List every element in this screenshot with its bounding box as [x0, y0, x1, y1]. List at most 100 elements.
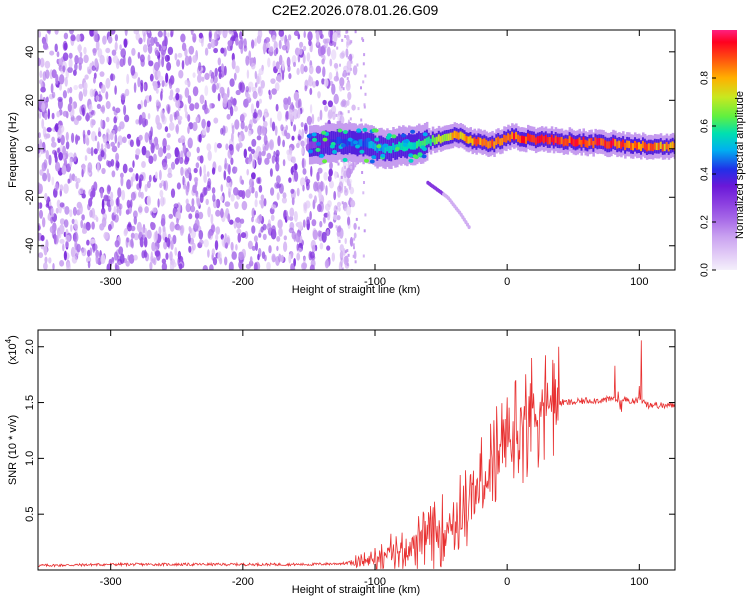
carrier-core	[477, 137, 480, 145]
heatmap-noise-cell	[59, 74, 65, 85]
heatmap-fringe-cell	[360, 118, 363, 122]
heatmap-noise-cell	[138, 204, 143, 215]
heatmap-noise-cell	[293, 30, 300, 36]
heatmap-noise-cell	[65, 240, 69, 248]
carrier-core	[636, 142, 639, 150]
heatmap-noise-cell	[238, 251, 245, 261]
heatmap-noise-cell	[126, 133, 132, 139]
heatmap-fringe-cell	[337, 162, 340, 166]
heatmap-noise-cell	[86, 147, 92, 154]
heatmap-fringe-cell	[350, 60, 353, 64]
carrier-blob	[337, 128, 343, 133]
heatmap-noise-cell	[169, 251, 173, 261]
heatmap-noise-cell	[59, 83, 62, 91]
carrier-core	[552, 137, 556, 145]
heatmap-noise-cell	[73, 234, 77, 242]
carrier-blob	[410, 129, 416, 134]
heatmap-noise-cell	[51, 91, 56, 99]
carrier-blob	[380, 153, 386, 158]
heatmap-noise-cell	[120, 175, 124, 187]
heatmap-noise-cell	[174, 247, 178, 256]
heatmap-noise-cell	[212, 75, 218, 84]
heatmap-noise-cell	[328, 72, 333, 80]
heatmap-noise-cell	[110, 30, 116, 35]
carrier-core	[608, 141, 611, 149]
carrier-core	[588, 138, 591, 146]
heatmap-noise-cell	[301, 147, 304, 155]
heatmap-noise-cell	[69, 209, 73, 218]
carrier-core	[511, 131, 514, 139]
heatmap-noise-cell	[119, 253, 125, 264]
heatmap-noise-cell	[41, 162, 47, 172]
heatmap-noise-cell	[233, 105, 238, 112]
heatmap-noise-cell	[235, 37, 239, 46]
heatmap-noise-cell	[114, 240, 120, 248]
heatmap-noise-cell	[258, 151, 262, 159]
carrier-core	[592, 140, 595, 149]
heatmap-noise-cell	[114, 133, 118, 144]
carrier-core	[439, 136, 443, 144]
heatmap-noise-cell	[170, 31, 174, 38]
heatmap-noise-cell	[139, 236, 144, 248]
carrier-blob	[402, 142, 408, 147]
heatmap-noise-cell	[123, 38, 128, 48]
heatmap-noise-cell	[260, 80, 265, 89]
heatmap-noise-cell	[166, 144, 171, 151]
carrier-core	[665, 142, 669, 150]
heatmap-noise-cell	[339, 77, 345, 87]
carrier-core	[663, 143, 667, 152]
y-tick-label: 1.0	[24, 451, 36, 466]
heatmap-noise-cell	[203, 239, 209, 248]
heatmap-noise-cell	[198, 230, 204, 240]
x-tick-label: -100	[364, 576, 386, 588]
heatmap-noise-cell	[91, 110, 96, 116]
heatmap-noise-cell	[294, 170, 299, 182]
carrier-core	[562, 139, 566, 147]
heatmap-noise-cell	[199, 94, 205, 105]
heatmap-noise-cell	[201, 76, 205, 82]
carrier-core	[507, 133, 510, 141]
heatmap-noise-cell	[65, 131, 69, 142]
heatmap-fringe-cell	[340, 85, 343, 89]
heatmap-noise-cell	[155, 142, 160, 150]
heatmap-noise-cell	[39, 93, 43, 102]
heatmap-noise-cell	[176, 59, 181, 67]
heatmap-noise-cell	[57, 230, 62, 239]
heatmap-noise-cell	[44, 112, 48, 121]
heatmap-noise-cell	[83, 54, 89, 64]
heatmap-noise-cell	[62, 90, 67, 99]
snr-y-label: SNR (10 * v/v)	[7, 415, 19, 485]
heatmap-noise-cell	[56, 111, 61, 118]
x-tick-label: -200	[232, 276, 254, 288]
heatmap-noise-cell	[250, 103, 254, 114]
heatmap-noise-cell	[89, 30, 95, 37]
carrier-core	[328, 139, 332, 148]
carrier-core	[622, 139, 625, 147]
heatmap-fringe-cell	[344, 205, 347, 209]
heatmap-noise-cell	[346, 41, 349, 49]
carrier-core	[376, 145, 379, 153]
heatmap-noise-cell	[81, 214, 85, 221]
carrier-core	[640, 143, 643, 152]
heatmap-noise-cell	[175, 87, 180, 94]
heatmap-noise-cell	[192, 184, 197, 194]
carrier-core	[469, 135, 472, 143]
heatmap-noise-cell	[155, 171, 158, 179]
heatmap-noise-cell	[54, 124, 59, 132]
heatmap-fringe-cell	[344, 186, 347, 190]
carrier-core	[643, 142, 647, 150]
heatmap-noise-cell	[285, 111, 289, 119]
heatmap-fringe-cell	[361, 171, 364, 174]
heatmap-noise-cell	[271, 121, 276, 132]
carrier-core	[558, 137, 562, 145]
heatmap-noise-cell	[175, 99, 181, 108]
carrier-core	[659, 141, 663, 149]
heatmap-noise-cell	[271, 204, 277, 210]
carrier-core	[334, 139, 338, 147]
carrier-core	[530, 134, 534, 143]
heatmap-noise-cell	[78, 44, 82, 54]
heatmap-noise-cell	[181, 60, 185, 70]
heatmap-noise-cell	[79, 51, 83, 58]
heatmap-noise-cell	[192, 72, 196, 78]
heatmap-noise-cell	[250, 186, 255, 194]
